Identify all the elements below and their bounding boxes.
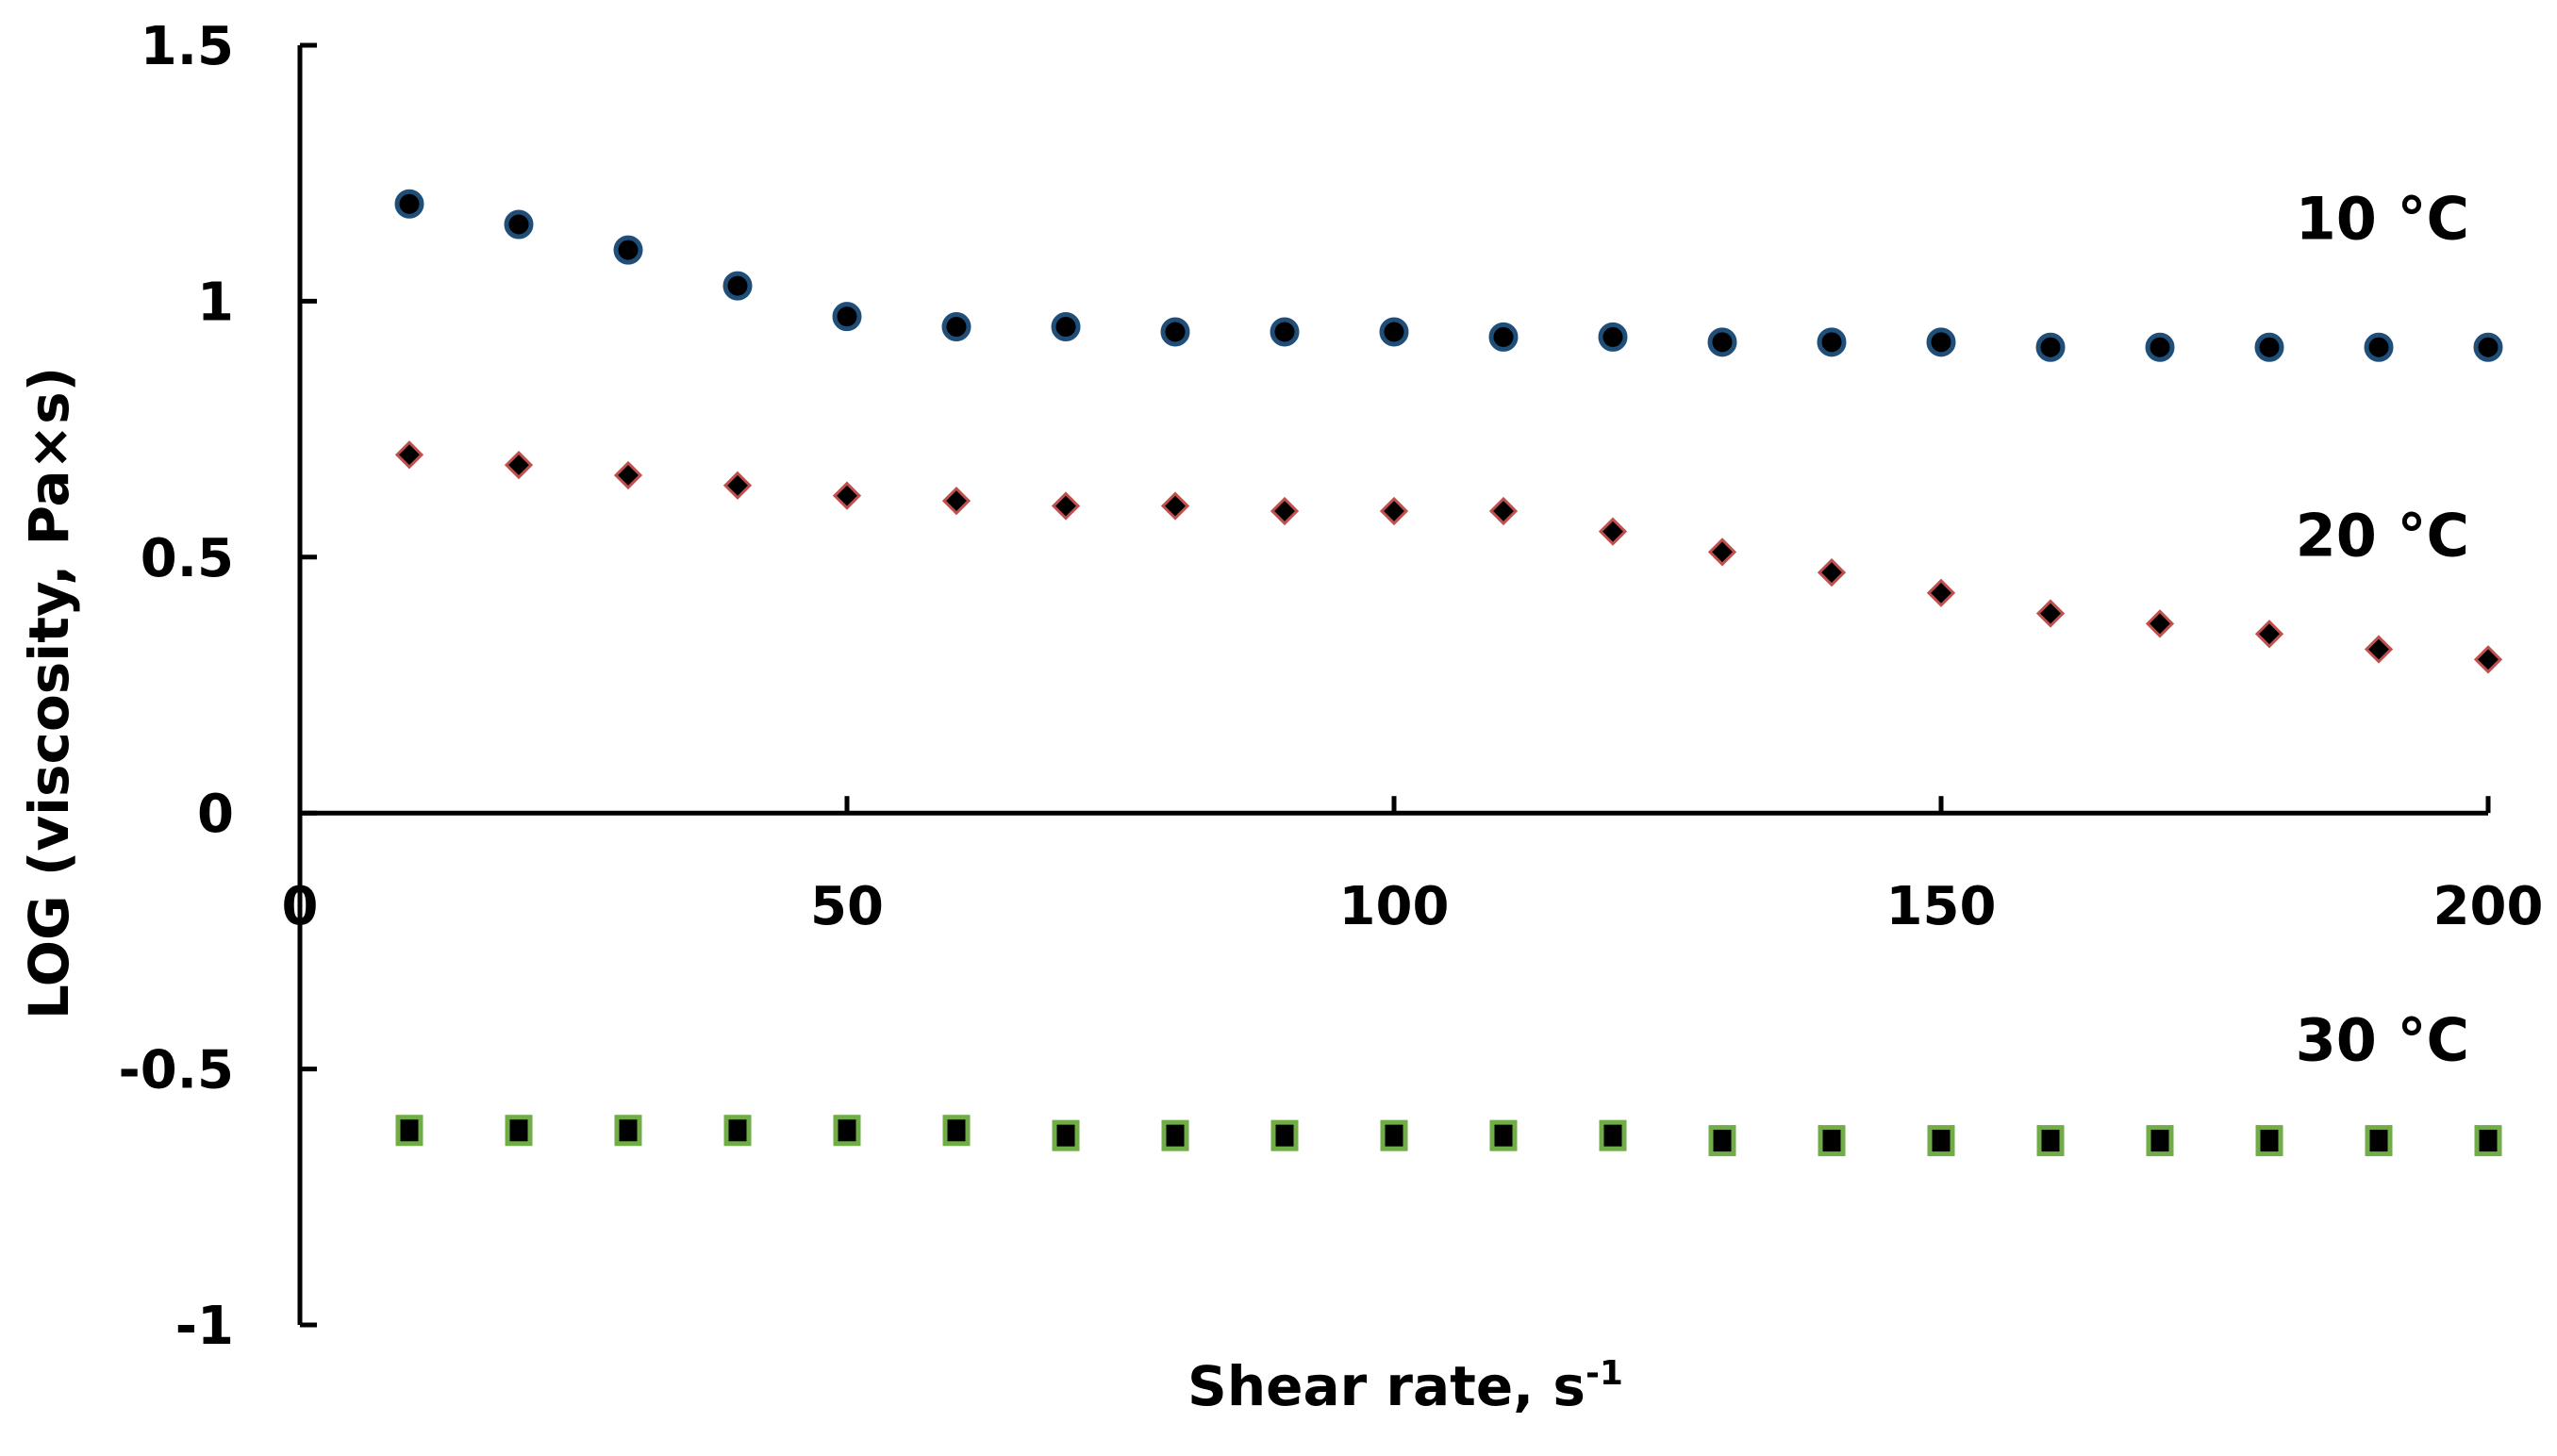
data-point [1708, 1125, 1736, 1157]
data-point [2255, 1125, 2283, 1157]
y-tick-label: -1 [175, 1296, 234, 1357]
data-point [1270, 496, 1300, 526]
data-point [1817, 557, 1847, 587]
data-point [941, 312, 971, 342]
data-point [832, 481, 862, 510]
data-point [1161, 1119, 1189, 1151]
data-point [2364, 635, 2394, 664]
data-point [1160, 317, 1190, 347]
y-axis-title: LOG (viscosity, Pa×s) [17, 367, 81, 1019]
data-point [832, 302, 862, 332]
data-point [722, 271, 753, 301]
data-point [2146, 1125, 2174, 1157]
y-tick-label: 0.5 [141, 528, 234, 589]
series-label-2: 20 °C [2296, 501, 2469, 570]
x-ticks: 0 50 100 150 200 [282, 796, 2544, 937]
x-tick-label: 50 [810, 876, 884, 937]
y-tick-label: -0.5 [119, 1040, 234, 1101]
data-point [1488, 496, 1519, 526]
data-point [941, 486, 971, 516]
data-point [505, 1115, 533, 1147]
data-point [2473, 645, 2503, 674]
data-point [2364, 332, 2394, 362]
data-point [1380, 1119, 1408, 1151]
data-point [1379, 317, 1409, 347]
data-point [1927, 1125, 1955, 1157]
series-labels: 10 °C 20 °C 30 °C [2296, 184, 2469, 1074]
x-tick-label: 100 [1339, 876, 1450, 937]
x-tick-label: 200 [2433, 876, 2544, 937]
data-point [1818, 1125, 1846, 1157]
data-point [1489, 1119, 1518, 1151]
data-point [504, 450, 534, 480]
data-point [614, 1115, 642, 1147]
data-point [1598, 517, 1628, 546]
data-point [1926, 327, 1956, 357]
data-point [2035, 332, 2066, 362]
data-point [1270, 317, 1300, 347]
data-point [1051, 491, 1081, 521]
data-point [1160, 491, 1190, 521]
series-group [394, 189, 2503, 1157]
data-point [504, 209, 534, 240]
series-2 [394, 440, 2503, 674]
data-point [722, 471, 753, 500]
x-tick-label: 0 [282, 876, 319, 937]
data-point [395, 1115, 423, 1147]
series-label-1: 10 °C [2296, 184, 2469, 253]
data-point [1488, 322, 1519, 352]
data-point [613, 235, 643, 265]
data-point [1817, 327, 1847, 357]
data-point [1379, 496, 1409, 526]
data-point [1926, 578, 1956, 607]
data-point [1707, 538, 1737, 567]
x-axis-title: Shear rate, s-1 [1187, 1354, 1623, 1418]
series-3 [395, 1115, 2502, 1157]
data-point [1052, 1119, 1080, 1151]
x-axis-title-superscript: -1 [1586, 1354, 1623, 1393]
data-point [613, 460, 643, 490]
series-1 [394, 189, 2503, 362]
data-point [394, 189, 424, 219]
data-point [1598, 322, 1628, 352]
data-point [833, 1115, 861, 1147]
data-point [394, 440, 424, 470]
y-tick-label: 0 [197, 784, 234, 845]
data-point [723, 1115, 752, 1147]
y-tick-label: 1.5 [141, 16, 234, 77]
data-point [2474, 1125, 2502, 1157]
y-tick-label: 1 [197, 272, 234, 333]
data-point [1707, 327, 1737, 357]
data-point [2254, 620, 2284, 649]
data-point [2036, 1125, 2065, 1157]
y-ticks: 1.5 1 0.5 0 -0.5 -1 [119, 16, 317, 1357]
data-point [942, 1115, 971, 1147]
x-tick-label: 150 [1886, 876, 1997, 937]
x-axis-title-text: Shear rate, s [1187, 1354, 1586, 1418]
data-point [1599, 1119, 1627, 1151]
data-point [2365, 1125, 2393, 1157]
series-label-3: 30 °C [2296, 1006, 2469, 1075]
data-point [2145, 609, 2175, 638]
data-point [2035, 599, 2066, 628]
data-point [2145, 332, 2175, 362]
data-point [2473, 332, 2503, 362]
data-point [1051, 312, 1081, 342]
data-point [2254, 332, 2284, 362]
data-point [1270, 1119, 1299, 1151]
